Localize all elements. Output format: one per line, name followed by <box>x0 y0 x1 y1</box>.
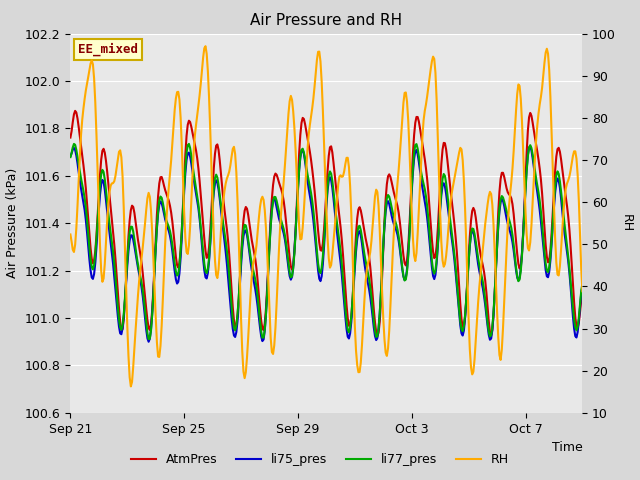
Y-axis label: RH: RH <box>620 214 633 232</box>
X-axis label: Time: Time <box>552 441 582 454</box>
Legend: AtmPres, li75_pres, li77_pres, RH: AtmPres, li75_pres, li77_pres, RH <box>125 448 515 471</box>
Y-axis label: Air Pressure (kPa): Air Pressure (kPa) <box>6 168 19 278</box>
Line: RH: RH <box>70 46 582 386</box>
Line: li77_pres: li77_pres <box>70 144 582 339</box>
Text: EE_mixed: EE_mixed <box>78 43 138 57</box>
Line: li75_pres: li75_pres <box>70 146 582 342</box>
Line: AtmPres: AtmPres <box>70 111 582 336</box>
Title: Air Pressure and RH: Air Pressure and RH <box>250 13 403 28</box>
